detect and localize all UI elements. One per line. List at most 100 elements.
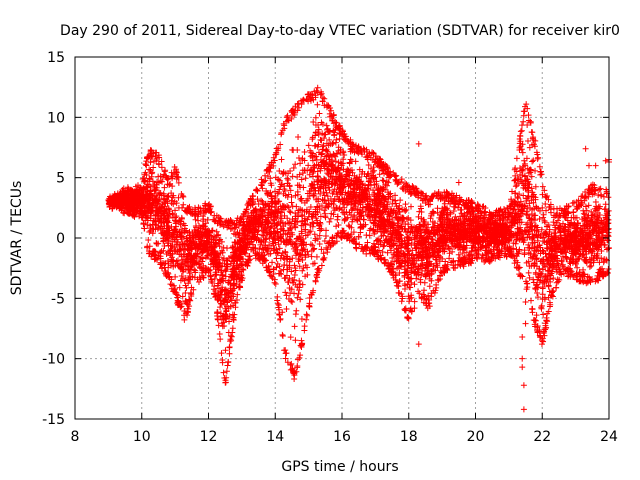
- data-point: [346, 182, 353, 189]
- data-point: [222, 273, 229, 280]
- data-point: [259, 198, 266, 205]
- data-point: [298, 316, 305, 323]
- data-point: [525, 241, 532, 248]
- data-point: [283, 253, 290, 260]
- data-point: [588, 262, 595, 269]
- data-point: [299, 156, 306, 163]
- data-point: [586, 246, 593, 253]
- data-point: [541, 217, 548, 224]
- data-point: [532, 196, 539, 203]
- data-point: [540, 211, 547, 218]
- data-point: [425, 229, 432, 236]
- data-point: [330, 173, 337, 180]
- data-point: [573, 222, 580, 229]
- data-point: [560, 220, 567, 227]
- data-point: [370, 164, 377, 171]
- data-point: [326, 218, 333, 225]
- data-point: [524, 212, 531, 219]
- data-point: [318, 163, 325, 170]
- data-point: [572, 258, 579, 265]
- data-point: [384, 211, 391, 218]
- data-point: [307, 241, 314, 248]
- data-point: [582, 203, 589, 210]
- data-point: [381, 222, 388, 229]
- data-point: [294, 191, 301, 198]
- data-point: [197, 243, 204, 250]
- data-point: [364, 212, 371, 219]
- data-point: [519, 166, 526, 173]
- data-point: [450, 208, 457, 215]
- data-point: [534, 237, 541, 244]
- data-point: [519, 141, 526, 148]
- data-point: [531, 243, 538, 250]
- data-point: [318, 119, 325, 126]
- data-point: [582, 211, 589, 218]
- data-point: [570, 229, 577, 236]
- data-point: [168, 190, 175, 197]
- data-point: [423, 224, 430, 231]
- data-point: [366, 191, 373, 198]
- data-point: [227, 296, 234, 303]
- data-point: [198, 254, 205, 261]
- data-point: [526, 200, 533, 207]
- data-point: [298, 228, 305, 235]
- data-point: [323, 126, 330, 133]
- data-point: [600, 259, 607, 266]
- data-point: [305, 142, 312, 149]
- data-point: [204, 216, 211, 223]
- data-point: [602, 214, 609, 221]
- data-point: [309, 134, 316, 141]
- data-point: [343, 171, 350, 178]
- data-point: [455, 251, 462, 258]
- data-point: [311, 231, 318, 238]
- data-point: [443, 212, 450, 219]
- data-point: [583, 220, 590, 227]
- data-point: [528, 211, 535, 218]
- data-point: [411, 281, 418, 288]
- data-point: [435, 252, 442, 259]
- data-point: [272, 230, 279, 237]
- data-point: [362, 184, 369, 191]
- data-point: [519, 207, 526, 214]
- data-point: [217, 304, 224, 311]
- data-point: [191, 266, 198, 273]
- data-point: [335, 159, 342, 166]
- data-point: [425, 221, 432, 228]
- data-point: [488, 234, 495, 241]
- data-point: [189, 273, 196, 280]
- data-point: [292, 217, 299, 224]
- data-point: [267, 180, 274, 187]
- data-point: [468, 248, 475, 255]
- data-point: [277, 255, 284, 262]
- data-point: [168, 223, 175, 230]
- data-point: [324, 148, 331, 155]
- data-point: [147, 188, 154, 195]
- data-point: [190, 232, 197, 239]
- data-point: [173, 220, 180, 227]
- data-point: [408, 268, 415, 275]
- data-point: [288, 268, 295, 275]
- data-point: [316, 184, 323, 191]
- data-point: [395, 205, 402, 212]
- data-point: [295, 155, 302, 162]
- data-point: [519, 149, 526, 156]
- data-point: [277, 203, 284, 210]
- data-point: [517, 198, 524, 205]
- data-point: [168, 197, 175, 204]
- data-point: [396, 208, 403, 215]
- data-point: [335, 144, 342, 151]
- data-point: [310, 260, 317, 267]
- data-point: [428, 236, 435, 243]
- data-point: [226, 318, 233, 325]
- data-point: [473, 219, 480, 226]
- data-point: [231, 285, 238, 292]
- data-point: [550, 261, 557, 268]
- data-point: [185, 280, 192, 287]
- data-point: [536, 207, 543, 214]
- data-point: [585, 212, 592, 219]
- data-point: [349, 218, 356, 225]
- data-point: [284, 279, 291, 286]
- data-point: [581, 225, 588, 232]
- data-point: [329, 140, 336, 147]
